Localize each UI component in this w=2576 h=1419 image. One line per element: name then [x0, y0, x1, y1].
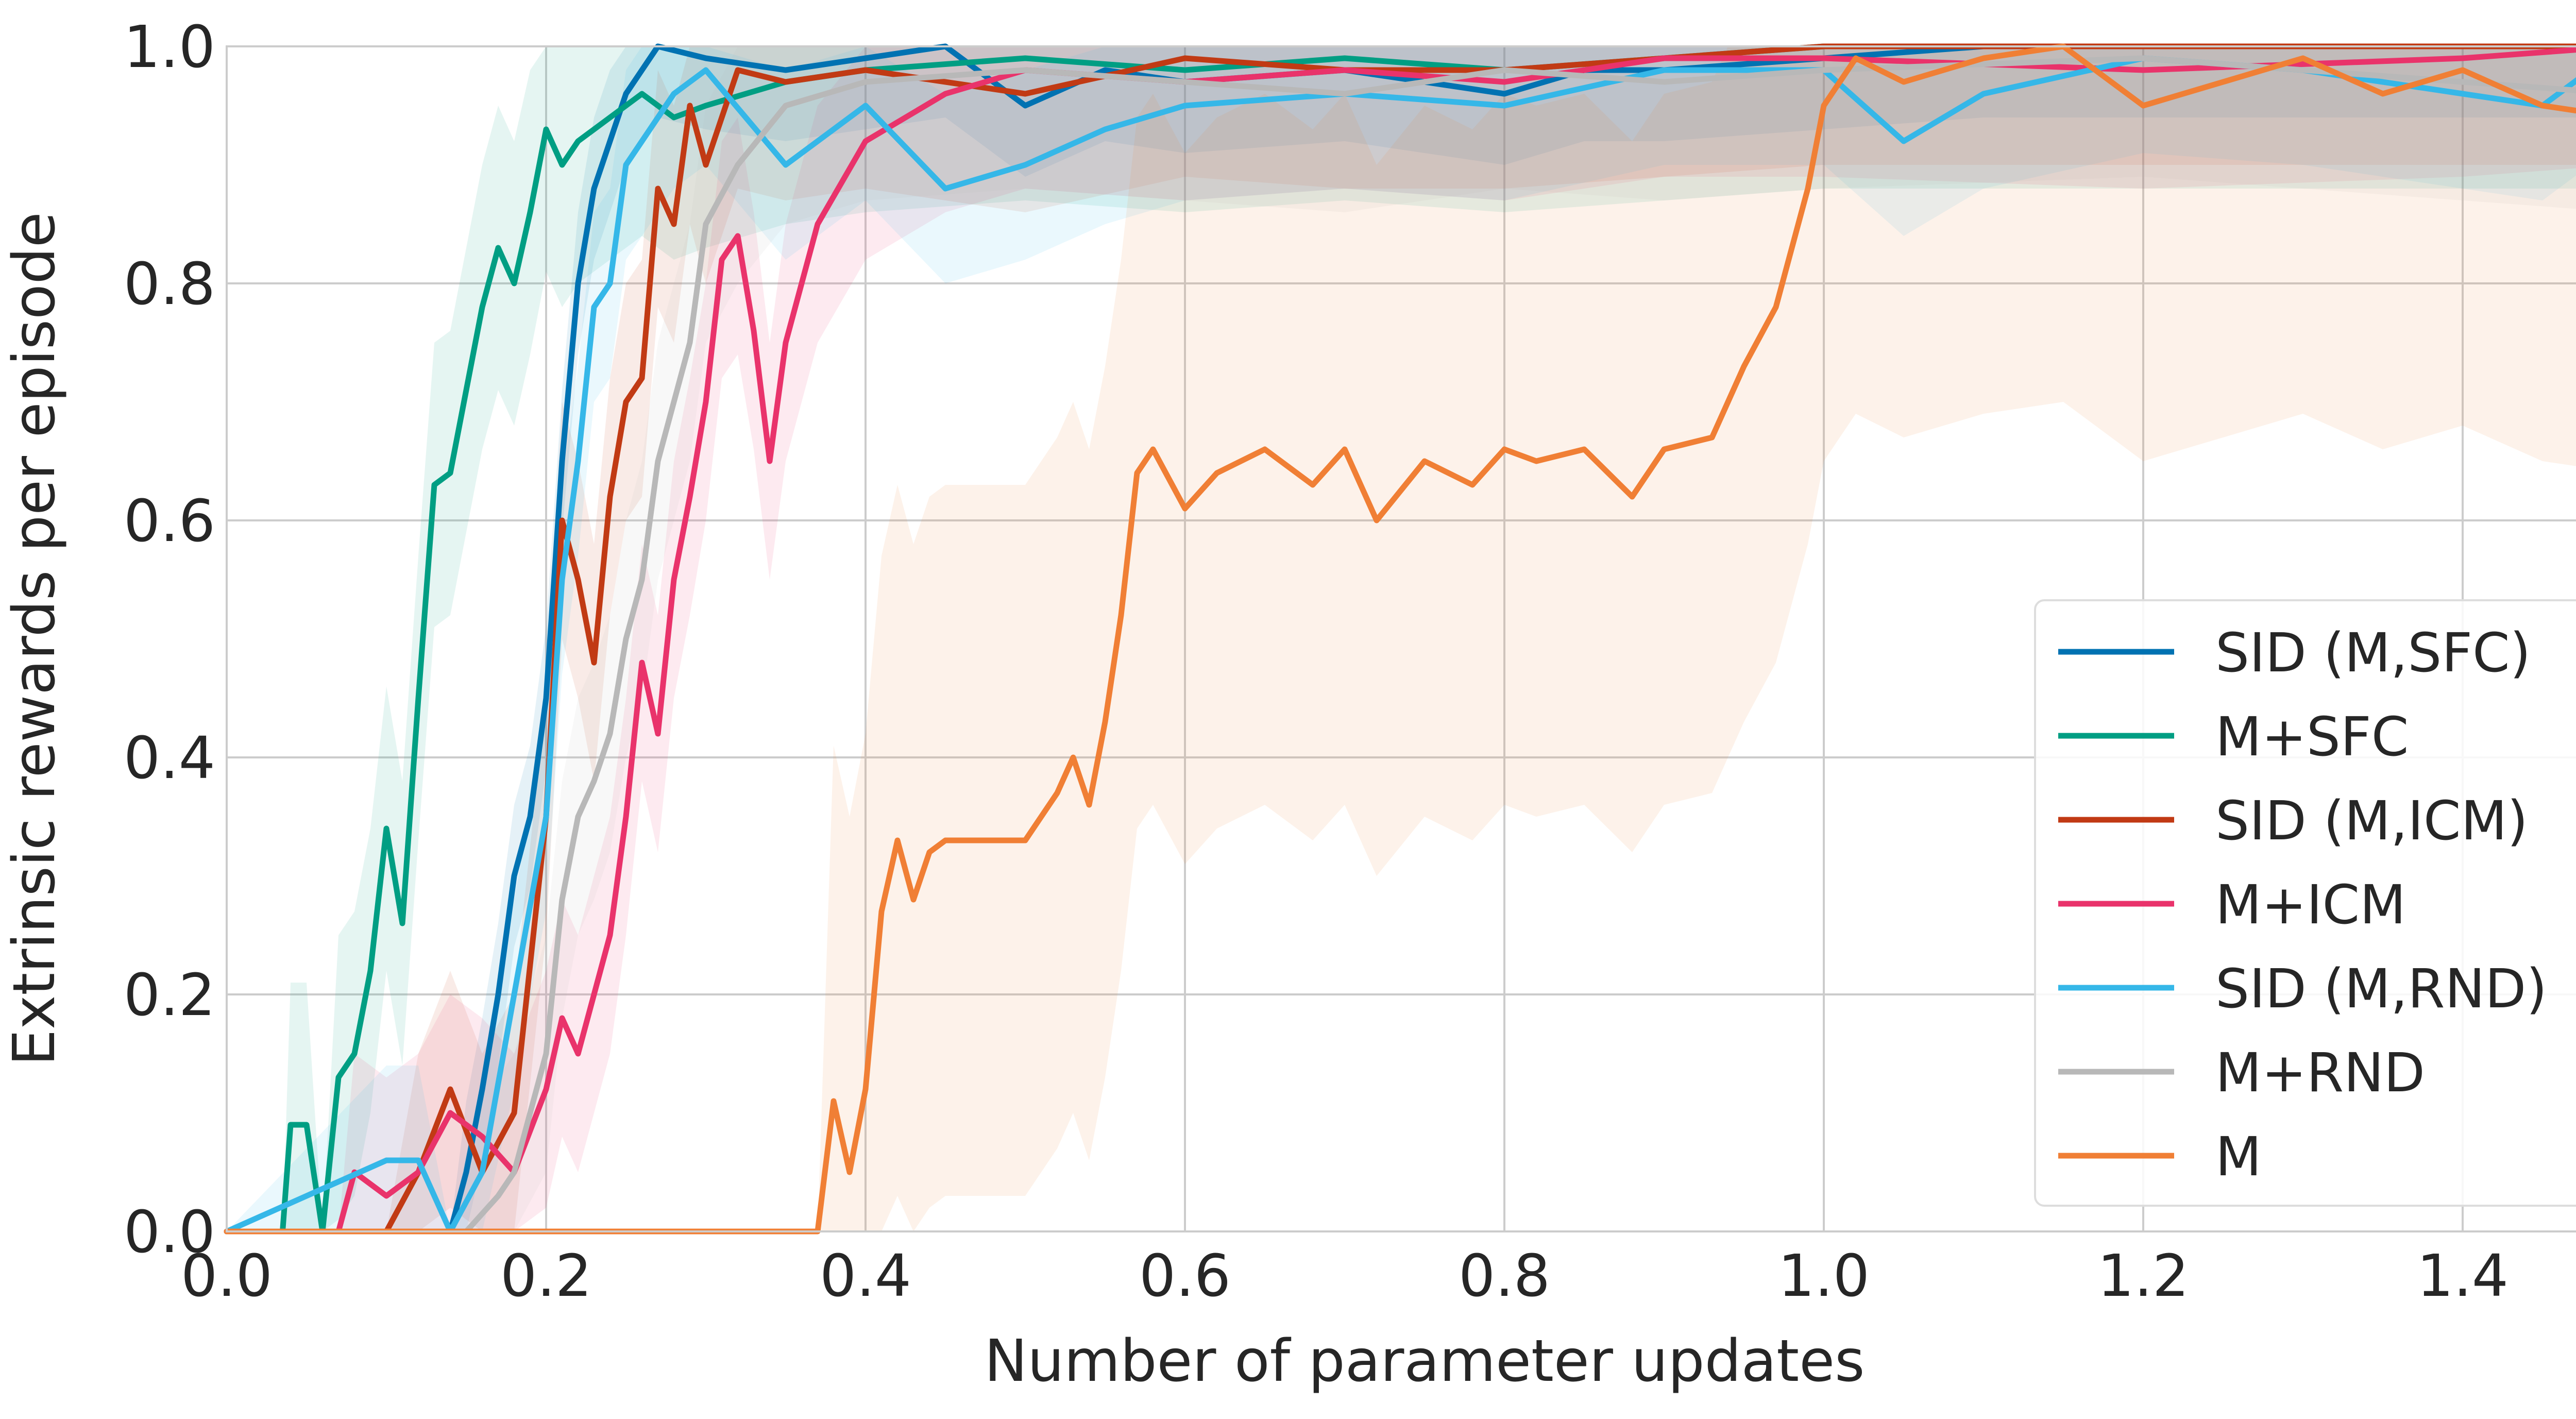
legend-label-m-rnd: M+RND — [2215, 1041, 2425, 1104]
y-tick-label-0: 0.0 — [124, 1199, 215, 1266]
legend-label-sid-m-rnd: SID (M,RND) — [2215, 957, 2547, 1020]
legend-label-sid-m-icm: SID (M,ICM) — [2215, 789, 2528, 852]
x-axis-label: Number of parameter updates — [985, 1328, 1865, 1395]
x-tick-label-5: 1.0 — [1778, 1243, 1870, 1310]
series-line-sid-m-icm — [224, 43, 2576, 1235]
x-tick-label-4: 0.8 — [1459, 1243, 1550, 1310]
legend-label-sid-m-sfc: SID (M,SFC) — [2215, 621, 2531, 684]
series-line-sid-m-rnd — [224, 55, 2576, 1235]
y-tick-label-2: 0.4 — [124, 725, 215, 792]
series-line-m-icm — [224, 47, 2576, 1235]
x-tick-label-2: 0.4 — [820, 1243, 911, 1310]
y-tick-label-5: 1.0 — [124, 14, 215, 81]
y-tick-labels: 0.0 0.2 0.4 0.6 0.8 1.0 — [124, 14, 215, 1266]
series-lines — [224, 43, 2576, 1235]
x-offset-text: 1e5 — [2574, 1275, 2576, 1305]
series-line-m — [224, 43, 2576, 1235]
series-line-m-rnd — [224, 55, 2576, 1235]
x-tick-label-0: 0.0 — [181, 1243, 273, 1310]
series-line-m-sfc — [224, 43, 2576, 1235]
band-m-icm — [227, 46, 2576, 1231]
legend: SID (M,SFC) M+SFC SID (M,ICM) M+ICM SID (M,R… — [2034, 599, 2576, 1207]
x-tick-label-7: 1.4 — [2417, 1243, 2509, 1310]
y-tick-label-1: 0.2 — [124, 962, 215, 1029]
legend-label-m-sfc: M+SFC — [2215, 705, 2409, 768]
legend-box — [2034, 599, 2576, 1207]
plot-frame — [226, 45, 2576, 1232]
x-tick-label-6: 1.2 — [2097, 1243, 2189, 1310]
x-tick-labels: 0.0 0.2 0.4 0.6 0.8 1.0 1.2 1.4 — [181, 1243, 2509, 1310]
y-tick-label-3: 0.6 — [124, 488, 215, 555]
y-axis-label: Extrinsic rewards per episode — [1, 212, 68, 1066]
x-tick-label-3: 0.6 — [1139, 1243, 1231, 1310]
band-m-rnd — [227, 46, 2576, 1231]
x-tick-label-1: 0.2 — [500, 1243, 592, 1310]
band-m — [227, 46, 2576, 1231]
band-m-sfc — [227, 46, 2576, 1231]
y-tick-label-4: 0.8 — [124, 251, 215, 318]
legend-label-m-icm: M+ICM — [2215, 873, 2406, 936]
band-sid-m-rnd — [227, 46, 2576, 1231]
legend-label-m: M — [2215, 1125, 2262, 1188]
